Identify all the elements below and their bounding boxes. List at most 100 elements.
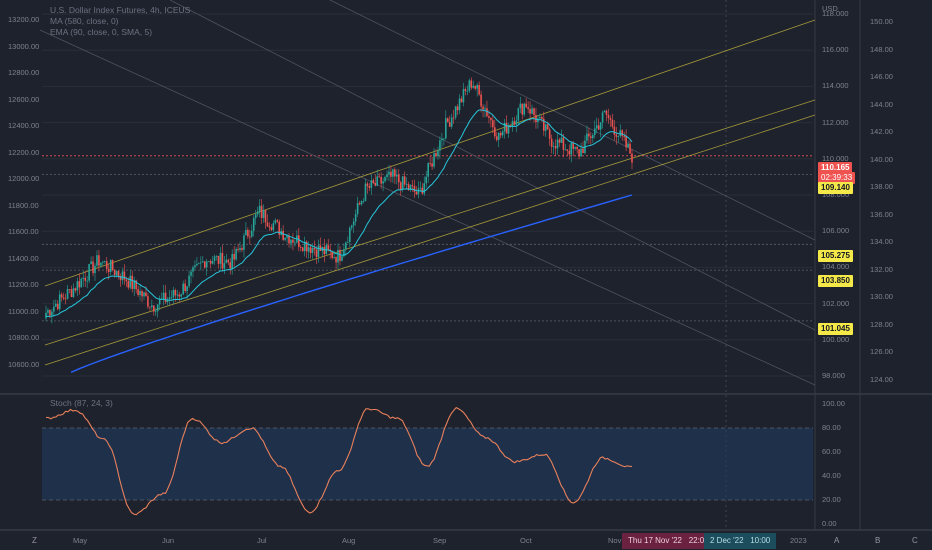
channel-line xyxy=(44,19,816,287)
candle-body xyxy=(629,143,631,154)
candle-body xyxy=(570,142,573,155)
candle-body xyxy=(74,288,77,291)
candle-body xyxy=(576,146,578,150)
candle-body xyxy=(521,103,524,115)
candle-body xyxy=(456,106,459,111)
timezone-button[interactable]: Z xyxy=(32,536,37,545)
right-price-tick: 150.00 xyxy=(870,17,893,26)
candle-body xyxy=(319,245,322,252)
range-end-badge: 2 Dec '22 10:00 xyxy=(704,533,777,549)
candle-body xyxy=(292,239,294,243)
candle-body xyxy=(156,304,159,312)
candle-body xyxy=(298,235,300,247)
main-price-tick: 100.000 xyxy=(822,334,850,344)
time-tick-nov: Nov xyxy=(608,536,622,545)
candle-body xyxy=(384,177,386,182)
candle-body xyxy=(372,180,375,184)
candle-body xyxy=(370,180,373,188)
candle-body xyxy=(241,248,243,250)
ema-legend[interactable]: EMA (90, close, 0, SMA, 5) xyxy=(50,27,153,37)
candle-body xyxy=(495,136,498,140)
stoch-legend[interactable]: Stoch (87, 24, 3) xyxy=(50,398,113,408)
stoch-line xyxy=(45,406,633,516)
candle-body xyxy=(625,136,627,148)
candle-body xyxy=(235,248,237,260)
candle-body xyxy=(386,174,388,178)
candle-body xyxy=(623,136,625,137)
right-price-tick: 126.00 xyxy=(870,347,893,356)
level-tag-101: 101.045 xyxy=(818,323,853,335)
scale-c-button[interactable]: C xyxy=(912,536,918,545)
oscillator-tick: 20.00 xyxy=(822,495,841,504)
candle-body xyxy=(51,311,53,316)
left-price-tick: 11800.00 xyxy=(8,200,39,210)
ma-legend[interactable]: MA (580, close, 0) xyxy=(50,16,119,26)
ema-line xyxy=(45,109,633,317)
candle-body xyxy=(405,184,408,185)
level-tag-109: 109.140 xyxy=(818,182,853,194)
candle-body xyxy=(192,267,194,272)
candle-body xyxy=(58,294,61,310)
left-price-tick: 12400.00 xyxy=(8,121,40,130)
right-price-tick: 146.00 xyxy=(870,72,893,81)
candle-body xyxy=(127,281,130,288)
candle-body xyxy=(505,123,508,134)
candle-body xyxy=(121,271,124,281)
candle-body xyxy=(511,121,514,127)
candle-body xyxy=(333,257,335,258)
candle-body xyxy=(592,135,594,138)
trend-line xyxy=(329,0,816,241)
candle-body xyxy=(70,289,73,298)
candle-body xyxy=(90,261,92,265)
candle-body xyxy=(158,299,161,305)
candle-body xyxy=(337,249,339,263)
candle-body xyxy=(597,125,600,130)
candle-body xyxy=(409,185,412,190)
candle-body xyxy=(345,242,347,250)
candle-body xyxy=(270,227,273,230)
candle-body xyxy=(574,146,576,149)
candle-body xyxy=(250,230,253,237)
candle-body xyxy=(397,174,400,183)
candle-body xyxy=(546,124,549,130)
candle-body xyxy=(303,241,306,252)
candle-body xyxy=(339,249,341,261)
candle-body xyxy=(176,294,179,296)
right-price-tick: 132.00 xyxy=(870,264,893,274)
candle-body xyxy=(129,275,132,288)
candle-body xyxy=(417,188,420,195)
main-price-tick: 106.000 xyxy=(822,226,850,236)
candle-body xyxy=(290,239,292,244)
candle-body xyxy=(72,288,75,298)
auto-scale-button[interactable]: A xyxy=(834,536,840,545)
candle-body xyxy=(578,149,580,157)
candle-body xyxy=(582,148,584,153)
candle-body xyxy=(613,126,616,135)
candle-body xyxy=(431,163,433,167)
symbol-legend[interactable]: U.S. Dollar Index Futures, 4h, ICEUS xyxy=(50,5,191,15)
candle-body xyxy=(256,211,259,215)
candle-body xyxy=(419,187,422,189)
candle-body xyxy=(188,275,190,287)
right-price-tick: 140.00 xyxy=(870,154,893,164)
right-price-tick: 138.00 xyxy=(870,182,893,191)
candle-body xyxy=(595,125,598,129)
candle-body xyxy=(207,261,210,262)
right-price-tick: 130.00 xyxy=(870,292,893,301)
candle-body xyxy=(237,248,239,250)
candle-body xyxy=(543,118,545,131)
time-tick-jun: Jun xyxy=(162,536,175,545)
candle-body xyxy=(380,176,382,184)
candle-body xyxy=(343,249,345,257)
left-price-tick: 11400.00 xyxy=(8,253,39,263)
scale-b-button[interactable]: B xyxy=(875,536,881,545)
candle-body xyxy=(501,131,504,136)
candle-body xyxy=(107,268,110,272)
candle-body xyxy=(484,108,486,110)
candle-body xyxy=(580,148,582,157)
candle-body xyxy=(54,303,57,307)
candle-body xyxy=(517,108,520,121)
left-price-tick: 10800.00 xyxy=(8,333,40,342)
candle-body xyxy=(423,183,426,194)
